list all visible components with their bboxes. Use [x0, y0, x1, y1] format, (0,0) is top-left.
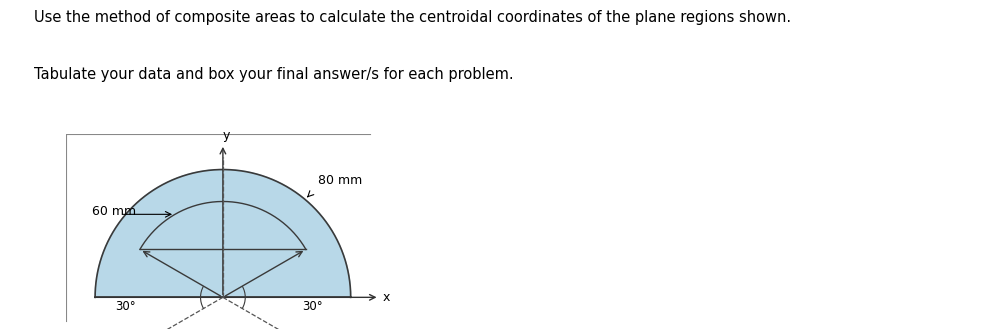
Text: y: y [222, 129, 230, 142]
Text: 30°: 30° [115, 300, 136, 313]
Text: 80 mm: 80 mm [318, 174, 362, 187]
Polygon shape [95, 170, 351, 297]
Text: Tabulate your data and box your final answer/s for each problem.: Tabulate your data and box your final an… [34, 67, 514, 82]
Text: x: x [382, 291, 390, 304]
Text: Use the method of composite areas to calculate the centroidal coordinates of the: Use the method of composite areas to cal… [34, 10, 791, 25]
Text: 30°: 30° [302, 300, 322, 313]
Text: 60 mm: 60 mm [91, 205, 136, 218]
